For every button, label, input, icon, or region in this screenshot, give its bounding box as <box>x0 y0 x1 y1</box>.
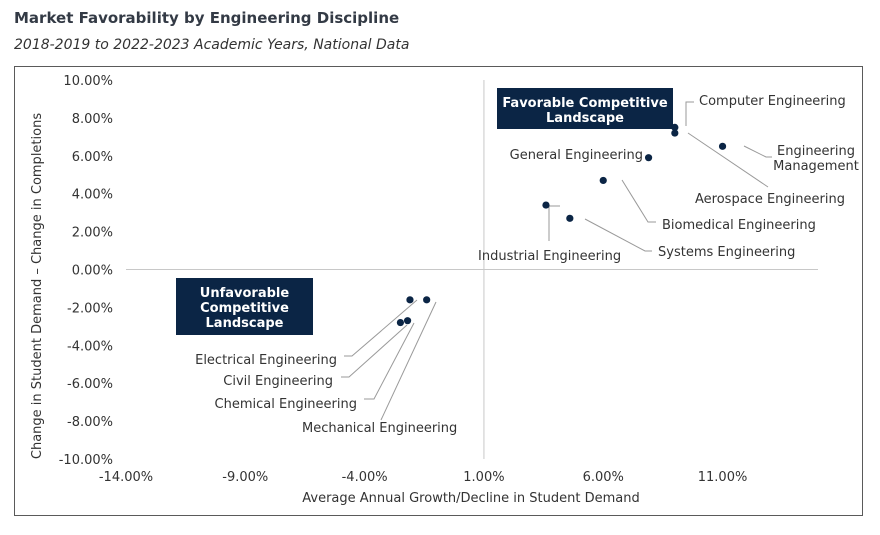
data-point <box>644 154 653 162</box>
leader-line <box>548 205 560 241</box>
point-label: Computer Engineering <box>699 94 846 109</box>
y-tick-label: 0.00% <box>72 264 113 279</box>
point-label: Management <box>773 159 859 174</box>
point-label: Systems Engineering <box>658 245 795 260</box>
y-tick-label: -2.00% <box>67 301 113 316</box>
leader-line <box>364 322 415 400</box>
x-axis-title: Average Annual Growth/Decline in Student… <box>302 491 639 506</box>
point-label: General Engineering <box>510 148 643 163</box>
point-label: Industrial Engineering <box>478 249 621 264</box>
data-point <box>396 318 405 327</box>
y-axis-title: Change in Student Demand – Change in Com… <box>30 113 45 459</box>
point-label: Biomedical Engineering <box>662 218 816 233</box>
point-label: Chemical Engineering <box>215 397 357 412</box>
quadrant-label: Landscape <box>206 316 284 331</box>
y-tick-label: -4.00% <box>67 339 113 354</box>
data-point <box>566 214 574 222</box>
quadrant-label: Favorable Competitive <box>502 96 668 111</box>
x-tick-label: 1.00% <box>463 470 504 485</box>
data-point <box>423 296 431 304</box>
leader-line <box>380 301 437 421</box>
quadrant-box <box>497 88 673 129</box>
leader-line <box>685 101 694 126</box>
leader-line <box>344 299 418 357</box>
point-label: Aerospace Engineering <box>695 192 845 207</box>
chart-frame <box>14 66 863 516</box>
data-point <box>542 201 550 209</box>
quadrant-label: Landscape <box>546 111 624 126</box>
y-tick-label: 8.00% <box>72 112 113 127</box>
data-point <box>403 317 412 325</box>
y-tick-label: -10.00% <box>59 453 113 468</box>
leader-line <box>584 218 652 252</box>
quadrant-label: Competitive <box>200 301 289 316</box>
data-point <box>671 123 679 131</box>
point-label: Civil Engineering <box>223 374 333 389</box>
data-point <box>599 176 607 185</box>
chart-title: Market Favorability by Engineering Disci… <box>14 9 400 27</box>
data-point <box>406 296 414 304</box>
data-point <box>718 142 727 150</box>
point-label: Engineering <box>777 144 855 159</box>
x-tick-label: 6.00% <box>583 470 624 485</box>
quadrant-label: Unfavorable <box>200 286 290 301</box>
y-tick-label: -6.00% <box>67 377 113 392</box>
x-tick-label: -4.00% <box>342 470 388 485</box>
leader-line <box>743 145 772 158</box>
x-tick-label: -9.00% <box>222 470 268 485</box>
point-label: Electrical Engineering <box>195 353 337 368</box>
chart-subtitle: 2018-2019 to 2022-2023 Academic Years, N… <box>14 37 410 53</box>
y-tick-label: 2.00% <box>72 226 113 241</box>
data-point <box>671 129 679 137</box>
y-tick-label: 6.00% <box>72 150 113 165</box>
point-label: Mechanical Engineering <box>302 421 457 436</box>
leader-line <box>341 324 408 378</box>
y-tick-label: 10.00% <box>63 74 113 89</box>
leader-line <box>621 179 656 223</box>
y-tick-label: -8.00% <box>67 415 113 430</box>
y-tick-label: 4.00% <box>72 188 113 203</box>
x-tick-label: -14.00% <box>99 470 153 485</box>
leader-line <box>687 132 769 188</box>
x-tick-label: 11.00% <box>698 470 748 485</box>
quadrant-box <box>176 278 313 335</box>
